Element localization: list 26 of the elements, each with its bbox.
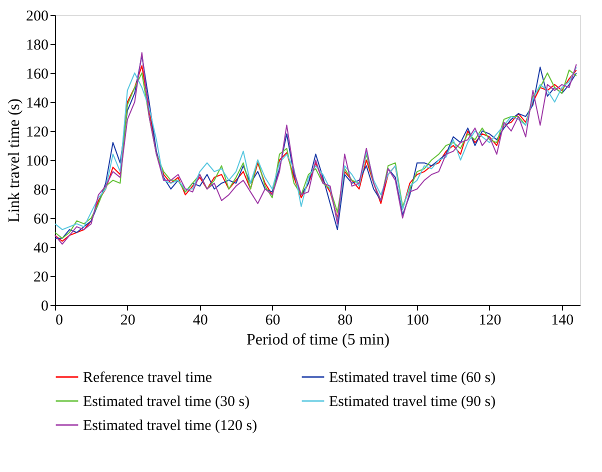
- x-tick-label: 20: [120, 312, 136, 328]
- y-tick-label: 120: [26, 124, 48, 140]
- legend-label: Estimated travel time (90 s): [329, 394, 496, 410]
- x-tick-label: 140: [551, 312, 574, 328]
- y-tick-label: 140: [26, 96, 48, 112]
- x-tick-label: 120: [478, 312, 502, 328]
- y-tick-label: 180: [26, 38, 48, 54]
- x-tick-label: 60: [265, 312, 280, 328]
- y-tick-label: 0: [41, 298, 48, 314]
- legend-label: Estimated travel time (60 s): [329, 370, 496, 386]
- y-tick-label: 80: [34, 182, 48, 198]
- y-tick-label: 20: [34, 270, 48, 286]
- y-axis-title: Link travel time (s): [6, 98, 23, 222]
- x-axis-title: Period of time (5 min): [246, 332, 390, 348]
- x-tick-label: 80: [338, 312, 353, 328]
- legend-label: Reference travel time: [83, 370, 212, 386]
- y-tick-label: 60: [34, 212, 48, 228]
- x-tick-label: 40: [192, 312, 208, 328]
- x-tick-label: 0: [56, 312, 63, 328]
- y-tick-label: 100: [26, 154, 48, 170]
- y-tick-label: 40: [34, 240, 48, 256]
- legend-label: Estimated travel time (30 s): [83, 394, 250, 410]
- y-tick-label: 200: [26, 8, 48, 24]
- x-tick-label: 100: [406, 312, 429, 328]
- y-tick-label: 160: [26, 66, 48, 82]
- legend-label: Estimated travel time (120 s): [83, 418, 258, 434]
